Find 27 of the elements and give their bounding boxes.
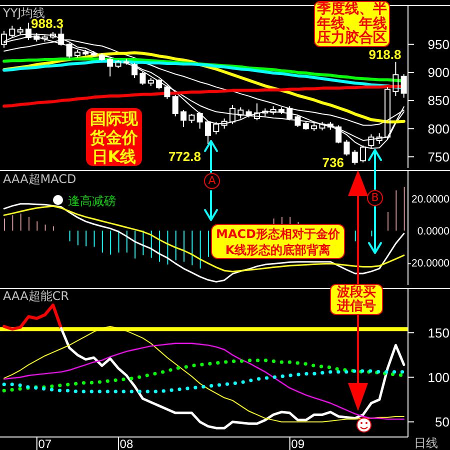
y-tick-label: 950	[428, 37, 450, 52]
text: 日线	[413, 436, 439, 450]
chart-title: YYJ均线	[3, 6, 46, 20]
annotation: 逢高减磅	[67, 194, 117, 208]
annotation: 772.8	[167, 149, 201, 164]
chart-title: AAA超能CR	[3, 289, 70, 303]
y-tick-label: 850	[428, 93, 450, 108]
x-tick-label: 07	[38, 437, 52, 450]
annotation: MACD形态相对于金价K线形态的底部背离	[211, 224, 345, 259]
annotation: A	[204, 173, 220, 189]
y-tick-label: -20.0000	[408, 257, 450, 270]
annotation: 国际现货金价日K线	[86, 108, 142, 166]
chart-title: AAA超MACD	[3, 172, 76, 186]
x-tick-label: 09	[291, 437, 305, 450]
annotation: 736	[321, 155, 344, 170]
annotation: 波段买进信号	[330, 284, 383, 315]
annotation: B	[367, 190, 383, 206]
y-tick-label: 100	[428, 370, 450, 385]
y-tick-label: 150	[428, 325, 450, 340]
y-tick-label: 800	[428, 121, 450, 136]
y-tick-label: 20.0000	[412, 194, 450, 206]
annotation: 918.8	[368, 47, 402, 62]
y-tick-label: 50	[435, 414, 450, 430]
x-tick-label: 08	[120, 437, 134, 450]
y-tick-label: 900	[428, 65, 450, 80]
y-tick-label: 0.0000	[417, 225, 450, 238]
y-tick-label: 750	[428, 149, 450, 164]
